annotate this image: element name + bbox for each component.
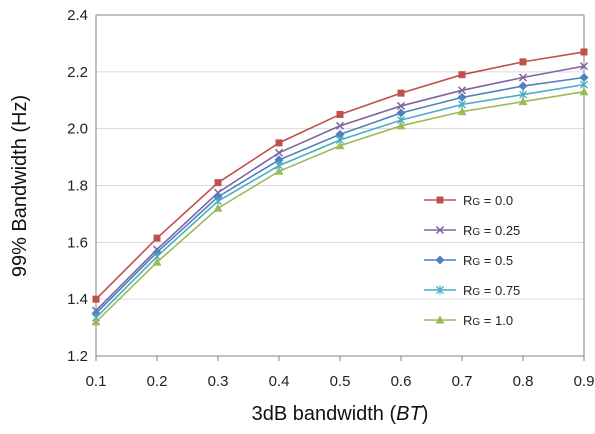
data-point [336, 110, 344, 118]
series-3 [91, 73, 589, 318]
series-group [91, 48, 589, 326]
legend-item: RG = 1.0 [424, 313, 513, 328]
data-point [457, 86, 467, 95]
data-point [579, 73, 589, 83]
data-point [92, 295, 100, 303]
x-tick-label: 0.2 [147, 373, 168, 390]
x-tick-label: 0.8 [513, 373, 534, 390]
data-point [435, 225, 445, 235]
data-point [335, 121, 345, 130]
data-point [274, 148, 284, 157]
data-point [518, 97, 528, 106]
grid-lines [96, 14, 584, 357]
data-point [396, 101, 406, 110]
y-axis-title: 99% Bandwidth (Hz) [9, 95, 31, 277]
y-tick-label: 2.2 [67, 64, 88, 81]
y-tick-label: 2.0 [67, 121, 88, 138]
data-point [275, 139, 283, 147]
data-point [213, 203, 223, 212]
data-point [91, 317, 101, 326]
data-point [457, 107, 467, 116]
data-point [518, 73, 528, 82]
y-tick-label: 2.4 [67, 7, 88, 24]
data-point [274, 155, 284, 165]
y-tick-label: 1.4 [67, 291, 88, 308]
x-tick-label: 0.6 [391, 373, 412, 390]
series-2 [91, 62, 589, 315]
data-point [335, 141, 345, 150]
legend-item: RG = 0.5 [424, 253, 513, 268]
data-point [335, 129, 345, 139]
data-point [152, 257, 162, 266]
data-point [518, 81, 528, 91]
x-axis-ticks: 0.1 0.2 0.3 0.4 0.5 0.6 0.7 0.8 0.9 [86, 356, 595, 390]
legend: RG = 0.0 RG = 0.25 RG = 0.5 RG = 0.75 RG = 1… [424, 193, 520, 328]
data-point [458, 71, 466, 79]
data-point [436, 285, 444, 295]
data-point [397, 89, 405, 97]
legend-label: RG = 0.5 [463, 253, 513, 268]
data-point [580, 48, 588, 56]
data-point [436, 196, 444, 204]
y-tick-label: 1.8 [67, 178, 88, 195]
legend-item: RG = 0.0 [424, 193, 513, 208]
y-tick-label: 1.6 [67, 234, 88, 251]
data-point [214, 179, 222, 187]
x-tick-label: 0.3 [208, 373, 229, 390]
data-point [435, 255, 445, 265]
legend-label: RG = 0.25 [463, 223, 520, 238]
series-line [95, 65, 585, 312]
data-point [457, 92, 467, 102]
x-tick-label: 0.9 [574, 373, 595, 390]
legend-label: RG = 0.0 [463, 193, 513, 208]
data-point [153, 234, 161, 242]
legend-label: RG = 0.75 [463, 283, 520, 298]
series-1 [92, 48, 588, 303]
data-point [579, 87, 589, 96]
data-point [519, 58, 527, 66]
data-point [274, 166, 284, 175]
data-point [435, 315, 445, 324]
x-tick-label: 0.5 [330, 373, 351, 390]
legend-label: RG = 1.0 [463, 313, 513, 328]
legend-item: RG = 0.25 [424, 223, 520, 238]
y-axis-ticks: 1.2 1.4 1.6 1.8 2.0 2.2 2.4 [67, 7, 88, 365]
x-tick-label: 0.1 [86, 373, 107, 390]
data-point [579, 62, 589, 71]
x-tick-label: 0.4 [269, 373, 290, 390]
x-tick-label: 0.7 [452, 373, 473, 390]
x-axis-title: 3dB bandwidth (BT) [252, 403, 429, 425]
series-5 [91, 87, 589, 326]
data-point [396, 108, 406, 118]
legend-item: RG = 0.75 [424, 283, 520, 298]
y-tick-label: 1.2 [67, 348, 88, 365]
data-point [396, 121, 406, 130]
